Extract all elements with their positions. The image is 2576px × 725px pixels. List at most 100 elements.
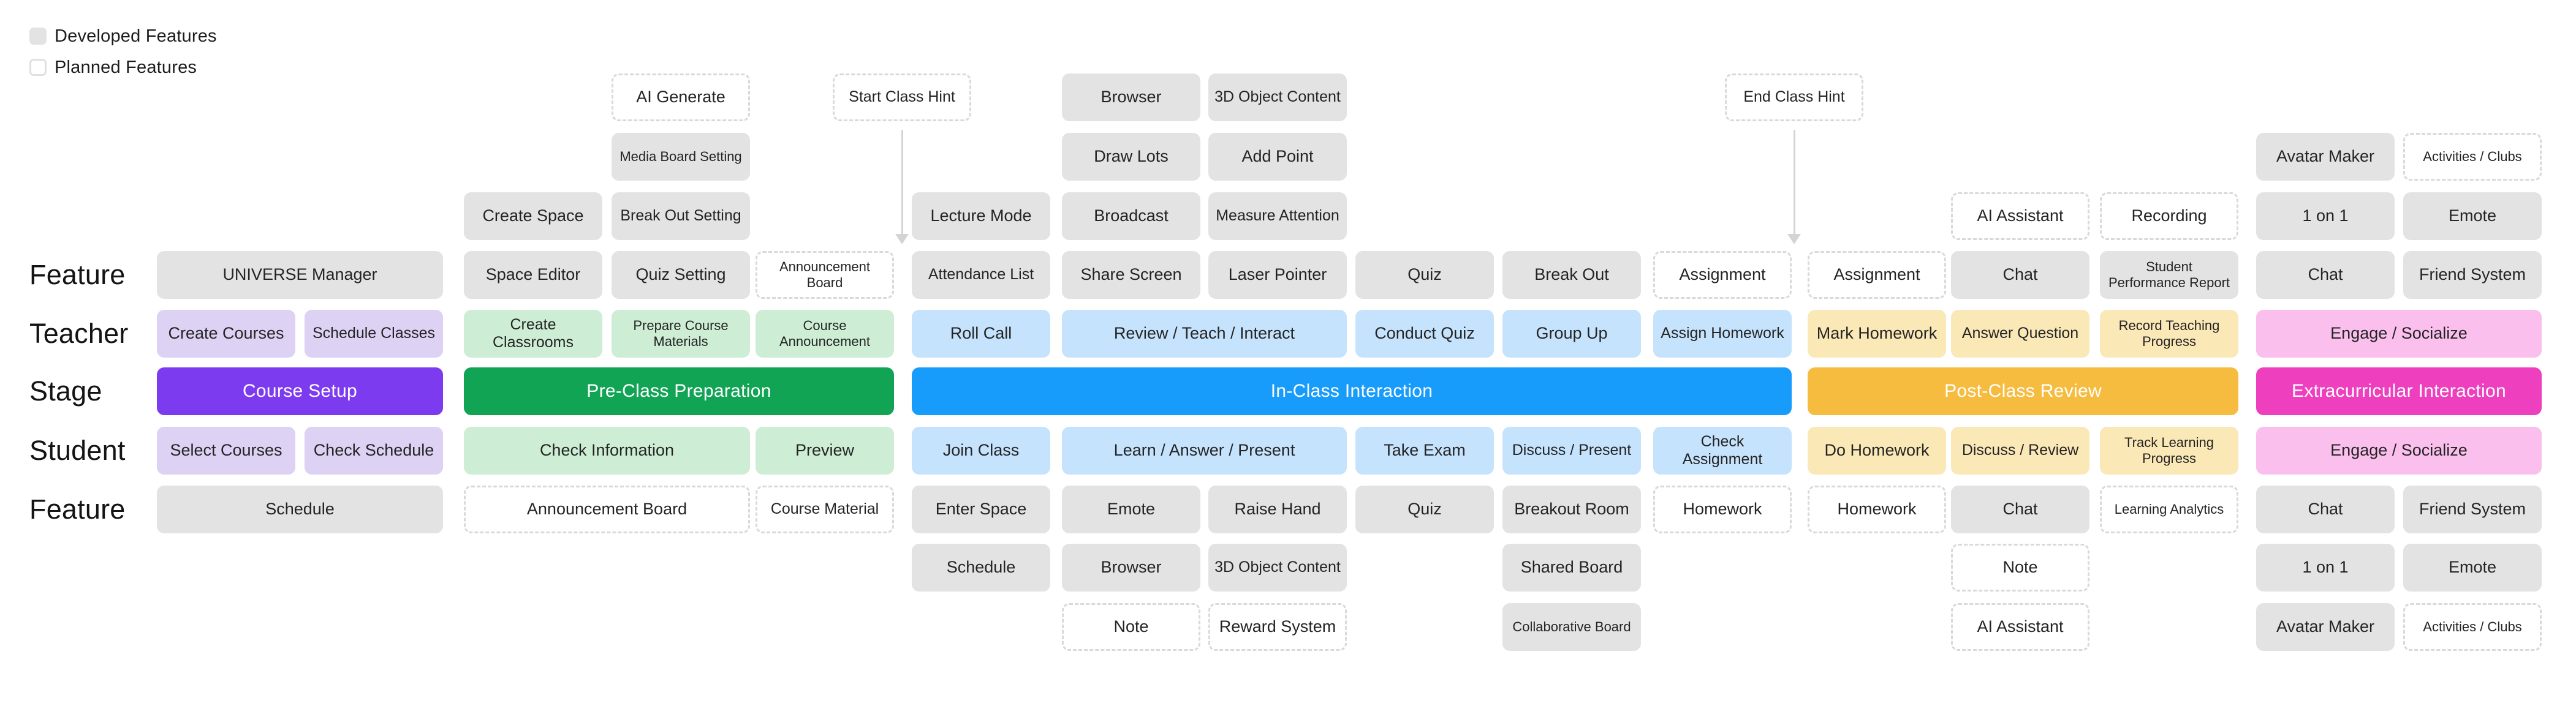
feature-box-shared-board: Shared Board xyxy=(1502,544,1641,592)
down-arrow-line xyxy=(901,130,903,235)
row-label-student-3: Student xyxy=(29,435,126,466)
feature-box-quiz: Quiz xyxy=(1355,251,1494,299)
feature-box-track-learning-progress: Track Learning Progress xyxy=(2100,427,2238,475)
feature-box-announcement-board: Announcement Board xyxy=(756,251,894,299)
feature-box-conduct-quiz: Conduct Quiz xyxy=(1355,310,1494,358)
feature-box-draw-lots: Draw Lots xyxy=(1062,133,1200,181)
feature-box-preview: Preview xyxy=(756,427,894,475)
feature-box-schedule: Schedule xyxy=(157,486,443,533)
feature-box-broadcast: Broadcast xyxy=(1062,192,1200,240)
row-label-feature-0: Feature xyxy=(29,259,126,290)
feature-box-activities-clubs: Activities / Clubs xyxy=(2403,603,2542,651)
stage-bar-post-class-review: Post-Class Review xyxy=(1808,367,2238,415)
feature-box-friend-system: Friend System xyxy=(2403,251,2542,299)
down-arrow-head xyxy=(895,234,909,244)
feature-box-schedule-classes: Schedule Classes xyxy=(305,310,443,358)
feature-box-lecture-mode: Lecture Mode xyxy=(912,192,1050,240)
feature-box-laser-pointer: Laser Pointer xyxy=(1208,251,1347,299)
hint-box-start-class-hint: Start Class Hint xyxy=(833,73,971,121)
feature-box-review-teach-interact: Review / Teach / Interact xyxy=(1062,310,1347,358)
feature-box-emote: Emote xyxy=(2403,192,2542,240)
row-label-stage-2: Stage xyxy=(29,375,102,407)
feature-box-discuss-present: Discuss / Present xyxy=(1502,427,1641,475)
legend-item-planned: Planned Features xyxy=(29,57,197,77)
row-label-teacher-1: Teacher xyxy=(29,318,129,349)
feature-box-media-board-setting: Media Board Setting xyxy=(612,133,750,181)
feature-box-universe-manager: UNIVERSE Manager xyxy=(157,251,443,299)
legend-label: Planned Features xyxy=(55,57,197,77)
feature-box-avatar-maker: Avatar Maker xyxy=(2256,603,2395,651)
feature-box-reward-system: Reward System xyxy=(1208,603,1347,651)
feature-box-engage-socialize: Engage / Socialize xyxy=(2256,310,2542,358)
feature-box-attendance-list: Attendance List xyxy=(912,251,1050,299)
feature-box-chat: Chat xyxy=(1951,486,2089,533)
feature-box-3d-object-content: 3D Object Content xyxy=(1208,73,1347,121)
hint-box-end-class-hint: End Class Hint xyxy=(1725,73,1863,121)
feature-box-recording: Recording xyxy=(2100,192,2238,240)
feature-box-mark-homework: Mark Homework xyxy=(1808,310,1946,358)
feature-box-homework: Homework xyxy=(1808,486,1946,533)
feature-box-learning-analytics: Learning Analytics xyxy=(2100,486,2238,533)
stage-bar-in-class-interaction: In-Class Interaction xyxy=(912,367,1792,415)
row-label-feature-4: Feature xyxy=(29,494,126,525)
stage-bar-course-setup: Course Setup xyxy=(157,367,443,415)
feature-box-take-exam: Take Exam xyxy=(1355,427,1494,475)
feature-box-chat: Chat xyxy=(2256,486,2395,533)
feature-box-emote: Emote xyxy=(2403,544,2542,592)
feature-box-browser: Browser xyxy=(1062,73,1200,121)
feature-box-browser: Browser xyxy=(1062,544,1200,592)
feature-box-create-classrooms: Create Classrooms xyxy=(464,310,602,358)
feature-box-share-screen: Share Screen xyxy=(1062,251,1200,299)
feature-box-avatar-maker: Avatar Maker xyxy=(2256,133,2395,181)
feature-box-activities-clubs: Activities / Clubs xyxy=(2403,133,2542,181)
feature-box-do-homework: Do Homework xyxy=(1808,427,1946,475)
feature-box-create-space: Create Space xyxy=(464,192,602,240)
feature-box-assign-homework: Assign Homework xyxy=(1653,310,1792,358)
feature-box-announcement-board: Announcement Board xyxy=(464,486,750,533)
feature-box-roll-call: Roll Call xyxy=(912,310,1050,358)
feature-box-assignment: Assignment xyxy=(1808,251,1946,299)
feature-box-select-courses: Select Courses xyxy=(157,427,295,475)
feature-box-course-material: Course Material xyxy=(756,486,894,533)
feature-box-record-teaching-progress: Record Teaching Progress xyxy=(2100,310,2238,358)
planned-swatch xyxy=(29,59,47,76)
down-arrow-line xyxy=(1794,130,1795,235)
feature-box-group-up: Group Up xyxy=(1502,310,1641,358)
feature-box-check-information: Check Information xyxy=(464,427,750,475)
feature-box-ai-assistant: AI Assistant xyxy=(1951,603,2089,651)
feature-box-enter-space: Enter Space xyxy=(912,486,1050,533)
feature-box-break-out: Break Out xyxy=(1502,251,1641,299)
feature-box-raise-hand: Raise Hand xyxy=(1208,486,1347,533)
feature-box-add-point: Add Point xyxy=(1208,133,1347,181)
feature-box-3d-object-content: 3D Object Content xyxy=(1208,544,1347,592)
feature-box-check-assignment: Check Assignment xyxy=(1653,427,1792,475)
stage-bar-extracurricular-interaction: Extracurricular Interaction xyxy=(2256,367,2542,415)
legend-item-developed: Developed Features xyxy=(29,26,217,46)
legend-label: Developed Features xyxy=(55,26,217,46)
feature-box-discuss-review: Discuss / Review xyxy=(1951,427,2089,475)
feature-box-join-class: Join Class xyxy=(912,427,1050,475)
feature-box-collaborative-board: Collaborative Board xyxy=(1502,603,1641,651)
feature-box-ai-assistant: AI Assistant xyxy=(1951,192,2089,240)
feature-box-answer-question: Answer Question xyxy=(1951,310,2089,358)
feature-box-check-schedule: Check Schedule xyxy=(305,427,443,475)
feature-box-note: Note xyxy=(1951,544,2089,592)
feature-box-homework: Homework xyxy=(1653,486,1792,533)
feature-box-prepare-course-materials: Prepare Course Materials xyxy=(612,310,750,358)
feature-box-quiz-setting: Quiz Setting xyxy=(612,251,750,299)
feature-box-emote: Emote xyxy=(1062,486,1200,533)
feature-box-schedule: Schedule xyxy=(912,544,1050,592)
feature-box-engage-socialize: Engage / Socialize xyxy=(2256,427,2542,475)
feature-box-assignment: Assignment xyxy=(1653,251,1792,299)
feature-box-1-on-1: 1 on 1 xyxy=(2256,544,2395,592)
feature-box-space-editor: Space Editor xyxy=(464,251,602,299)
feature-box-breakout-room: Breakout Room xyxy=(1502,486,1641,533)
developed-swatch xyxy=(29,28,47,45)
feature-box-learn-answer-present: Learn / Answer / Present xyxy=(1062,427,1347,475)
feature-box-1-on-1: 1 on 1 xyxy=(2256,192,2395,240)
feature-box-chat: Chat xyxy=(2256,251,2395,299)
feature-box-course-announcement: Course Announcement xyxy=(756,310,894,358)
down-arrow-head xyxy=(1787,234,1801,244)
feature-box-friend-system: Friend System xyxy=(2403,486,2542,533)
